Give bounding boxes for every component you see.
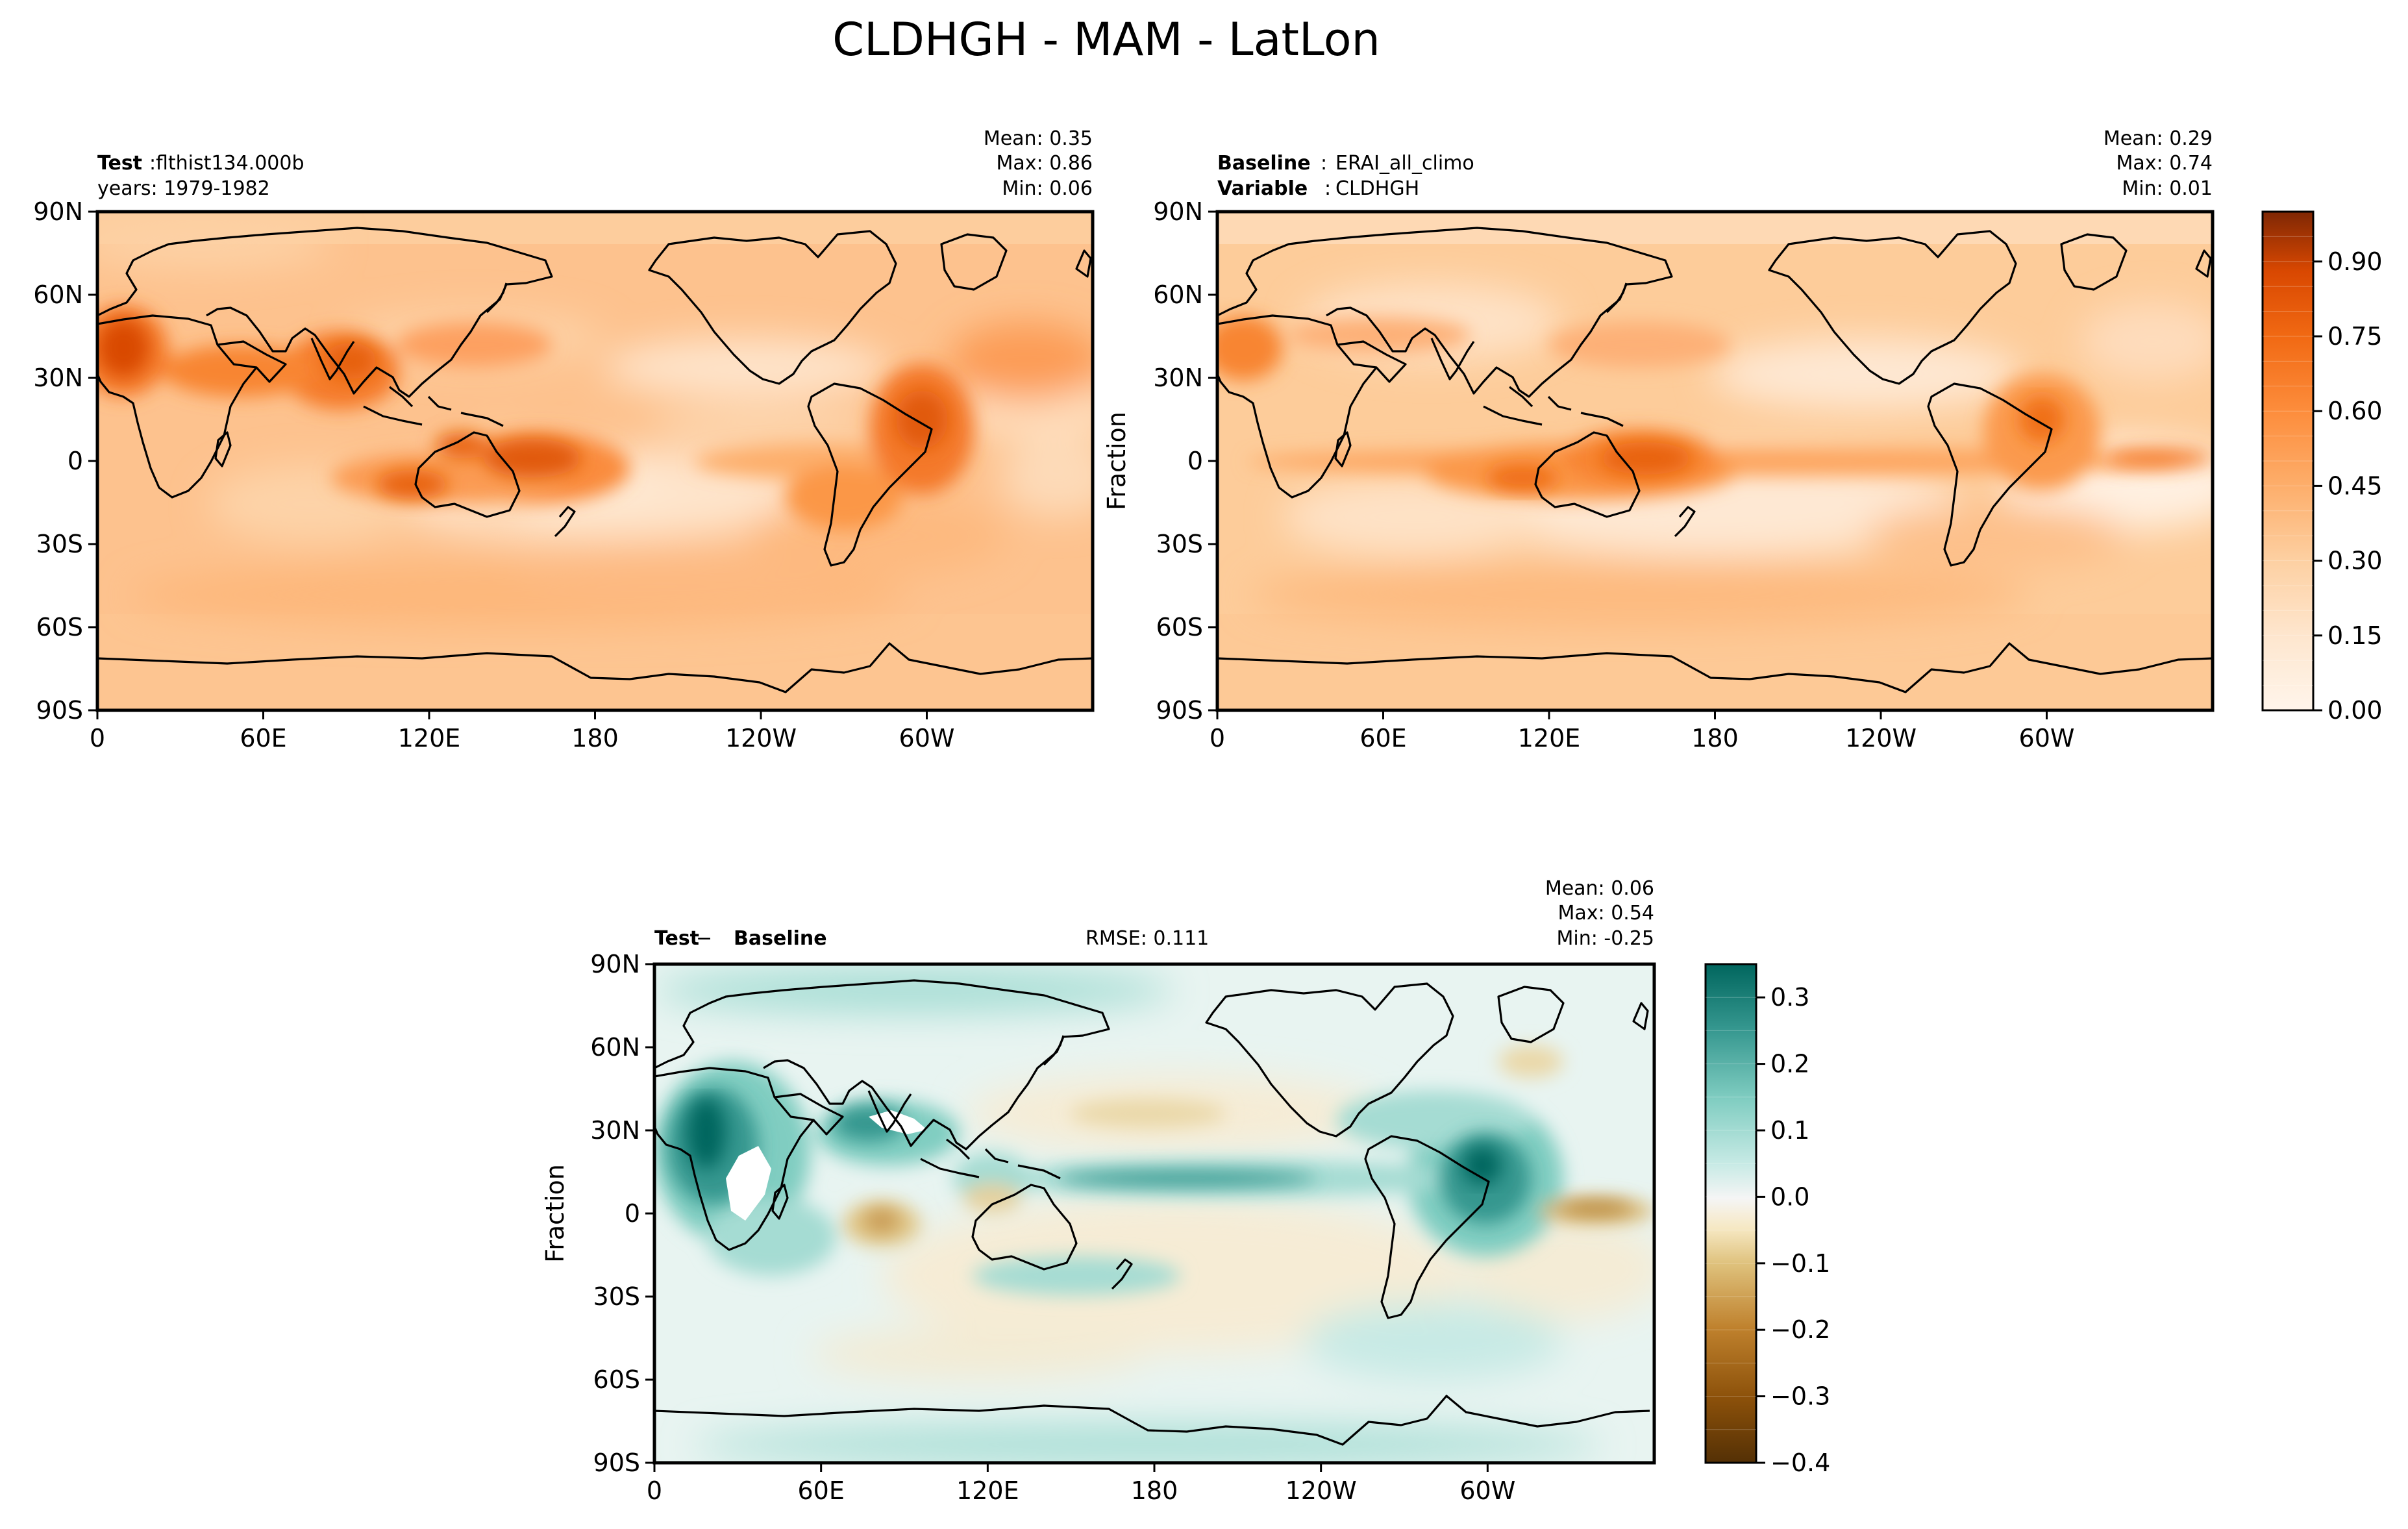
diff-label-sep: −: [696, 927, 712, 950]
diff-stat-max: Max: 0.54: [1558, 902, 1654, 925]
colorbar-brbg-tick-label: 0.2: [1770, 1050, 1809, 1078]
diff-stat-min: Min: -0.25: [1557, 927, 1655, 950]
baseline-variable-name: CLDHGH: [1335, 177, 1419, 200]
diff-rmse: RMSE: 0.111: [1086, 927, 1209, 950]
diff-stat-mean: Mean: 0.06: [1545, 877, 1654, 900]
baseline-ytick-label: 0: [1187, 447, 1203, 475]
baseline-label-name: ERAI_all_climo: [1335, 152, 1474, 175]
colorbar-oranges-ticks: 0.00 0.15 0.30 0.45 0.60 0.75 0.90: [2263, 236, 2383, 725]
diff-label-baseline: Baseline: [734, 927, 827, 950]
panel-test: Test : flthist134.000b years: 1979-1982 …: [33, 127, 1095, 752]
baseline-stat-max: Max: 0.74: [2116, 152, 2213, 175]
diff-ylabel: Fraction: [541, 1164, 569, 1263]
baseline-ylabel: Fraction: [1102, 412, 1131, 510]
diff-ytick-label: 30N: [590, 1116, 640, 1145]
test-xtick-label: 120W: [725, 724, 797, 752]
baseline-label-sep: :: [1321, 152, 1327, 175]
colorbar-brbg-tick-label: 0.3: [1770, 983, 1809, 1012]
diff-ytick-label: 60N: [590, 1033, 640, 1062]
test-map: [97, 186, 1093, 744]
baseline-xtick-label: 0: [1210, 724, 1225, 752]
colorbar-brbg-tick-label: −0.4: [1770, 1448, 1830, 1477]
diff-xtick-label: 60W: [1459, 1476, 1515, 1505]
colorbar-oranges-tick-label: 0.45: [2327, 471, 2383, 500]
test-stat-max: Max: 0.86: [997, 152, 1093, 175]
test-xtick-label: 60W: [899, 724, 955, 752]
diff-map: [654, 938, 1676, 1489]
colorbar-brbg-tick-label: 0.0: [1770, 1182, 1809, 1211]
colorbar-oranges-tick-label: 0.75: [2327, 322, 2383, 351]
diff-xtick-label: 120E: [956, 1476, 1019, 1505]
test-xtick-label: 180: [571, 724, 619, 752]
diff-label-test: Test: [654, 927, 699, 950]
test-xtick-label: 60E: [240, 724, 286, 752]
baseline-map: [1217, 186, 2213, 744]
diff-xtick-label: 60E: [797, 1476, 844, 1505]
diff-ytick-label: 60S: [593, 1365, 640, 1394]
diff-xtick-label: 120W: [1285, 1476, 1357, 1505]
test-stat-min: Min: 0.06: [1002, 177, 1093, 200]
baseline-variable-sep: :: [1324, 177, 1331, 200]
test-xtick-label: 120E: [398, 724, 461, 752]
baseline-label-bold: Baseline: [1217, 152, 1311, 175]
baseline-stat-mean: Mean: 0.29: [2104, 127, 2213, 150]
colorbar-oranges-tick-label: 0.30: [2327, 547, 2383, 575]
baseline-xtick-label: 120E: [1518, 724, 1581, 752]
test-ytick-label: 90S: [36, 696, 83, 725]
colorbar-oranges-tick-label: 0.15: [2327, 621, 2383, 650]
test-xtick-label: 0: [90, 724, 105, 752]
diff-ytick-label: 30S: [593, 1282, 640, 1311]
test-subtitle: years: 1979-1982: [97, 177, 270, 200]
colorbar-brbg-tick-label: −0.2: [1770, 1315, 1830, 1344]
baseline-xtick-label: 120W: [1845, 724, 1917, 752]
baseline-variable-bold: Variable: [1217, 177, 1308, 200]
test-label-bold: Test: [97, 152, 142, 175]
colorbar-brbg-tick-label: 0.1: [1770, 1116, 1809, 1145]
diff-xtick-label: 180: [1131, 1476, 1178, 1505]
baseline-ytick-label: 30S: [1156, 530, 1203, 558]
test-ytick-label: 30S: [36, 530, 83, 558]
diff-axes: 0 60E 120E 180 120W 60W 90N 60N 30N 0 30S 60S 90S: [590, 950, 1515, 1505]
diff-xtick-label: 0: [647, 1476, 662, 1505]
colorbar-brbg-ticks: 0.3 0.2 0.1 0.0 −0.1 −0.2 −0.3 −0.4: [1706, 983, 1830, 1477]
colorbar-oranges-tick-label: 0.60: [2327, 397, 2383, 425]
test-label-name: flthist134.000b: [156, 152, 304, 175]
colorbar-brbg-tick-label: −0.3: [1770, 1382, 1830, 1411]
test-ytick-label: 60N: [33, 280, 83, 309]
panel-baseline: Baseline : ERAI_all_climo Variable : CLD…: [1102, 127, 2383, 752]
panel-difference: Test − Baseline RMSE: 0.111 Mean: 0.06 M…: [541, 877, 1830, 1505]
baseline-stat-min: Min: 0.01: [2122, 177, 2213, 200]
baseline-ytick-label: 30N: [1153, 364, 1203, 392]
test-label-sep: :: [149, 152, 156, 175]
colorbar-oranges: [2261, 210, 2315, 712]
test-axes: 0 60E 120E 180 120W 60W 90N 60N 30N 0 30S 60S 90S: [33, 197, 954, 752]
baseline-ytick-label: 90N: [1153, 197, 1203, 226]
test-ytick-label: 90N: [33, 197, 83, 226]
colorbar-brbg: [1704, 963, 1757, 1464]
figure-title: CLDHGH - MAM - LatLon: [832, 13, 1380, 66]
test-ytick-label: 0: [68, 447, 83, 475]
baseline-axes: 0 60E 120E 180 120W 60W 90N 60N 30N 0 30S 60S 90S: [1153, 197, 2074, 752]
baseline-ytick-label: 60N: [1153, 280, 1203, 309]
colorbar-oranges-tick-label: 0.00: [2327, 696, 2383, 725]
diff-ytick-label: 90N: [590, 950, 640, 978]
test-ytick-label: 60S: [36, 613, 83, 641]
baseline-xtick-label: 60E: [1359, 724, 1406, 752]
baseline-xtick-label: 180: [1691, 724, 1739, 752]
baseline-xtick-label: 60W: [2019, 724, 2075, 752]
colorbar-oranges-tick-label: 0.90: [2327, 247, 2383, 276]
colorbar-brbg-tick-label: −0.1: [1770, 1249, 1830, 1278]
diff-ytick-label: 90S: [593, 1448, 640, 1477]
test-stat-mean: Mean: 0.35: [984, 127, 1093, 150]
diff-ytick-label: 0: [625, 1199, 640, 1228]
baseline-ytick-label: 90S: [1156, 696, 1203, 725]
test-ytick-label: 30N: [33, 364, 83, 392]
baseline-ytick-label: 60S: [1156, 613, 1203, 641]
